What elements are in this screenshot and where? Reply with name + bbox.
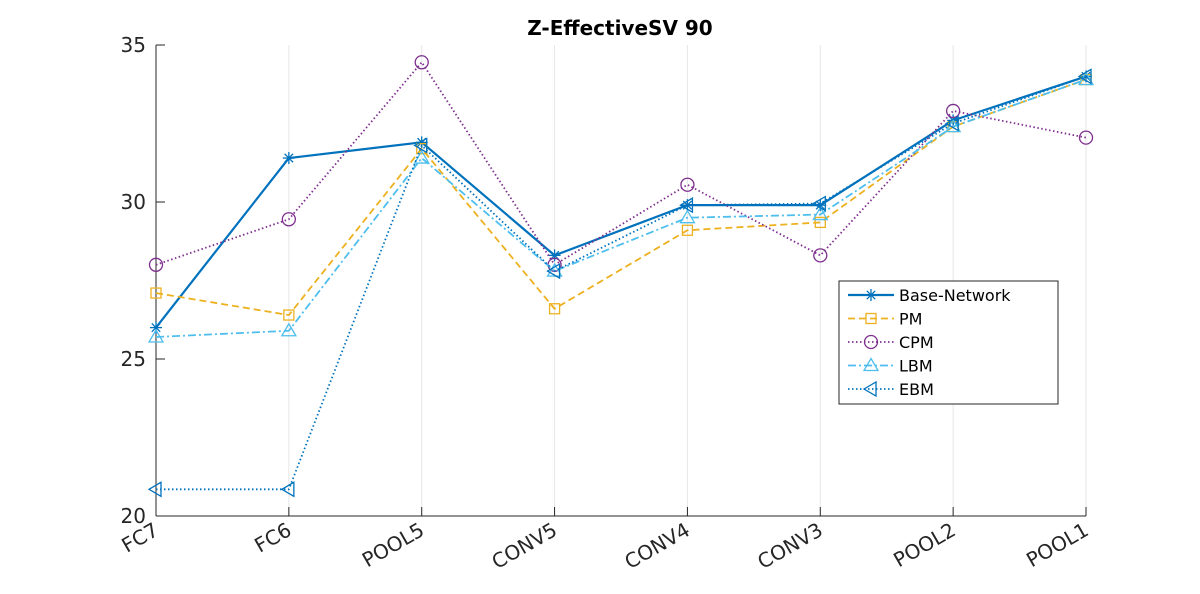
data-point [147, 328, 165, 343]
legend-item: EBM [848, 380, 934, 399]
y-tick-label: 25 [121, 347, 146, 371]
legend-label: EBM [899, 380, 934, 399]
data-point [546, 262, 561, 280]
data-point [148, 257, 164, 272]
legend-label: LBM [899, 357, 933, 376]
series-ebm [147, 68, 1092, 498]
series-line [155, 78, 1087, 338]
data-point [548, 249, 561, 262]
legend-item: PM [848, 310, 922, 329]
data-point [413, 137, 428, 154]
legend-marker [863, 334, 879, 350]
data-point [679, 197, 694, 214]
data-point [1078, 130, 1094, 145]
legend-marker [862, 357, 880, 372]
data-point [150, 321, 162, 334]
series-line [155, 78, 1087, 316]
legend-label: PM [899, 310, 922, 329]
legend-item: CPM [848, 333, 934, 352]
y-tick-label: 20 [121, 504, 146, 528]
legend-marker [865, 312, 877, 325]
data-point [282, 152, 295, 165]
x-tick-label: POOL2 [889, 518, 959, 572]
data-point [281, 212, 297, 227]
data-point [679, 209, 696, 224]
data-point [150, 287, 162, 299]
data-point [681, 224, 694, 236]
series-layer [147, 55, 1095, 498]
x-tick-label: FC6 [250, 518, 295, 558]
series-lbm [147, 71, 1095, 343]
x-tick-label: CONV5 [488, 518, 562, 574]
legend-label: Base-Network [899, 286, 1011, 305]
legend-marker [865, 289, 877, 301]
data-point [811, 195, 826, 212]
legend-label: CPM [899, 333, 934, 352]
data-point [945, 103, 961, 119]
chart-title: Z-EffectiveSV 90 [527, 16, 712, 40]
data-point [680, 177, 695, 192]
series-line [155, 61, 1087, 266]
y-tick-label: 35 [121, 33, 146, 57]
data-point [546, 262, 563, 277]
legend-item: LBM [848, 357, 933, 376]
y-tick-label: 30 [121, 190, 146, 214]
x-tick-label: POOL5 [358, 518, 428, 572]
x-tick-label: CONV4 [620, 518, 694, 574]
data-point [813, 248, 828, 263]
data-point [814, 216, 826, 229]
data-point [413, 149, 430, 164]
series-line [155, 75, 1087, 329]
data-point [283, 309, 295, 321]
data-point [548, 303, 561, 315]
data-point [944, 115, 959, 132]
data-point [147, 481, 162, 498]
x-tick-label: POOL1 [1022, 518, 1092, 572]
series-cpm [148, 55, 1094, 272]
data-point [280, 481, 295, 498]
legend-item: Base-Network [848, 286, 1011, 305]
x-tick-label: CONV3 [753, 518, 827, 574]
data-point [280, 322, 297, 337]
legend-marker [862, 380, 877, 398]
legend: Base-Network PM CPM LBM EBM [838, 280, 1059, 405]
data-point [414, 55, 429, 70]
data-point [1077, 68, 1092, 85]
data-point [812, 206, 829, 221]
